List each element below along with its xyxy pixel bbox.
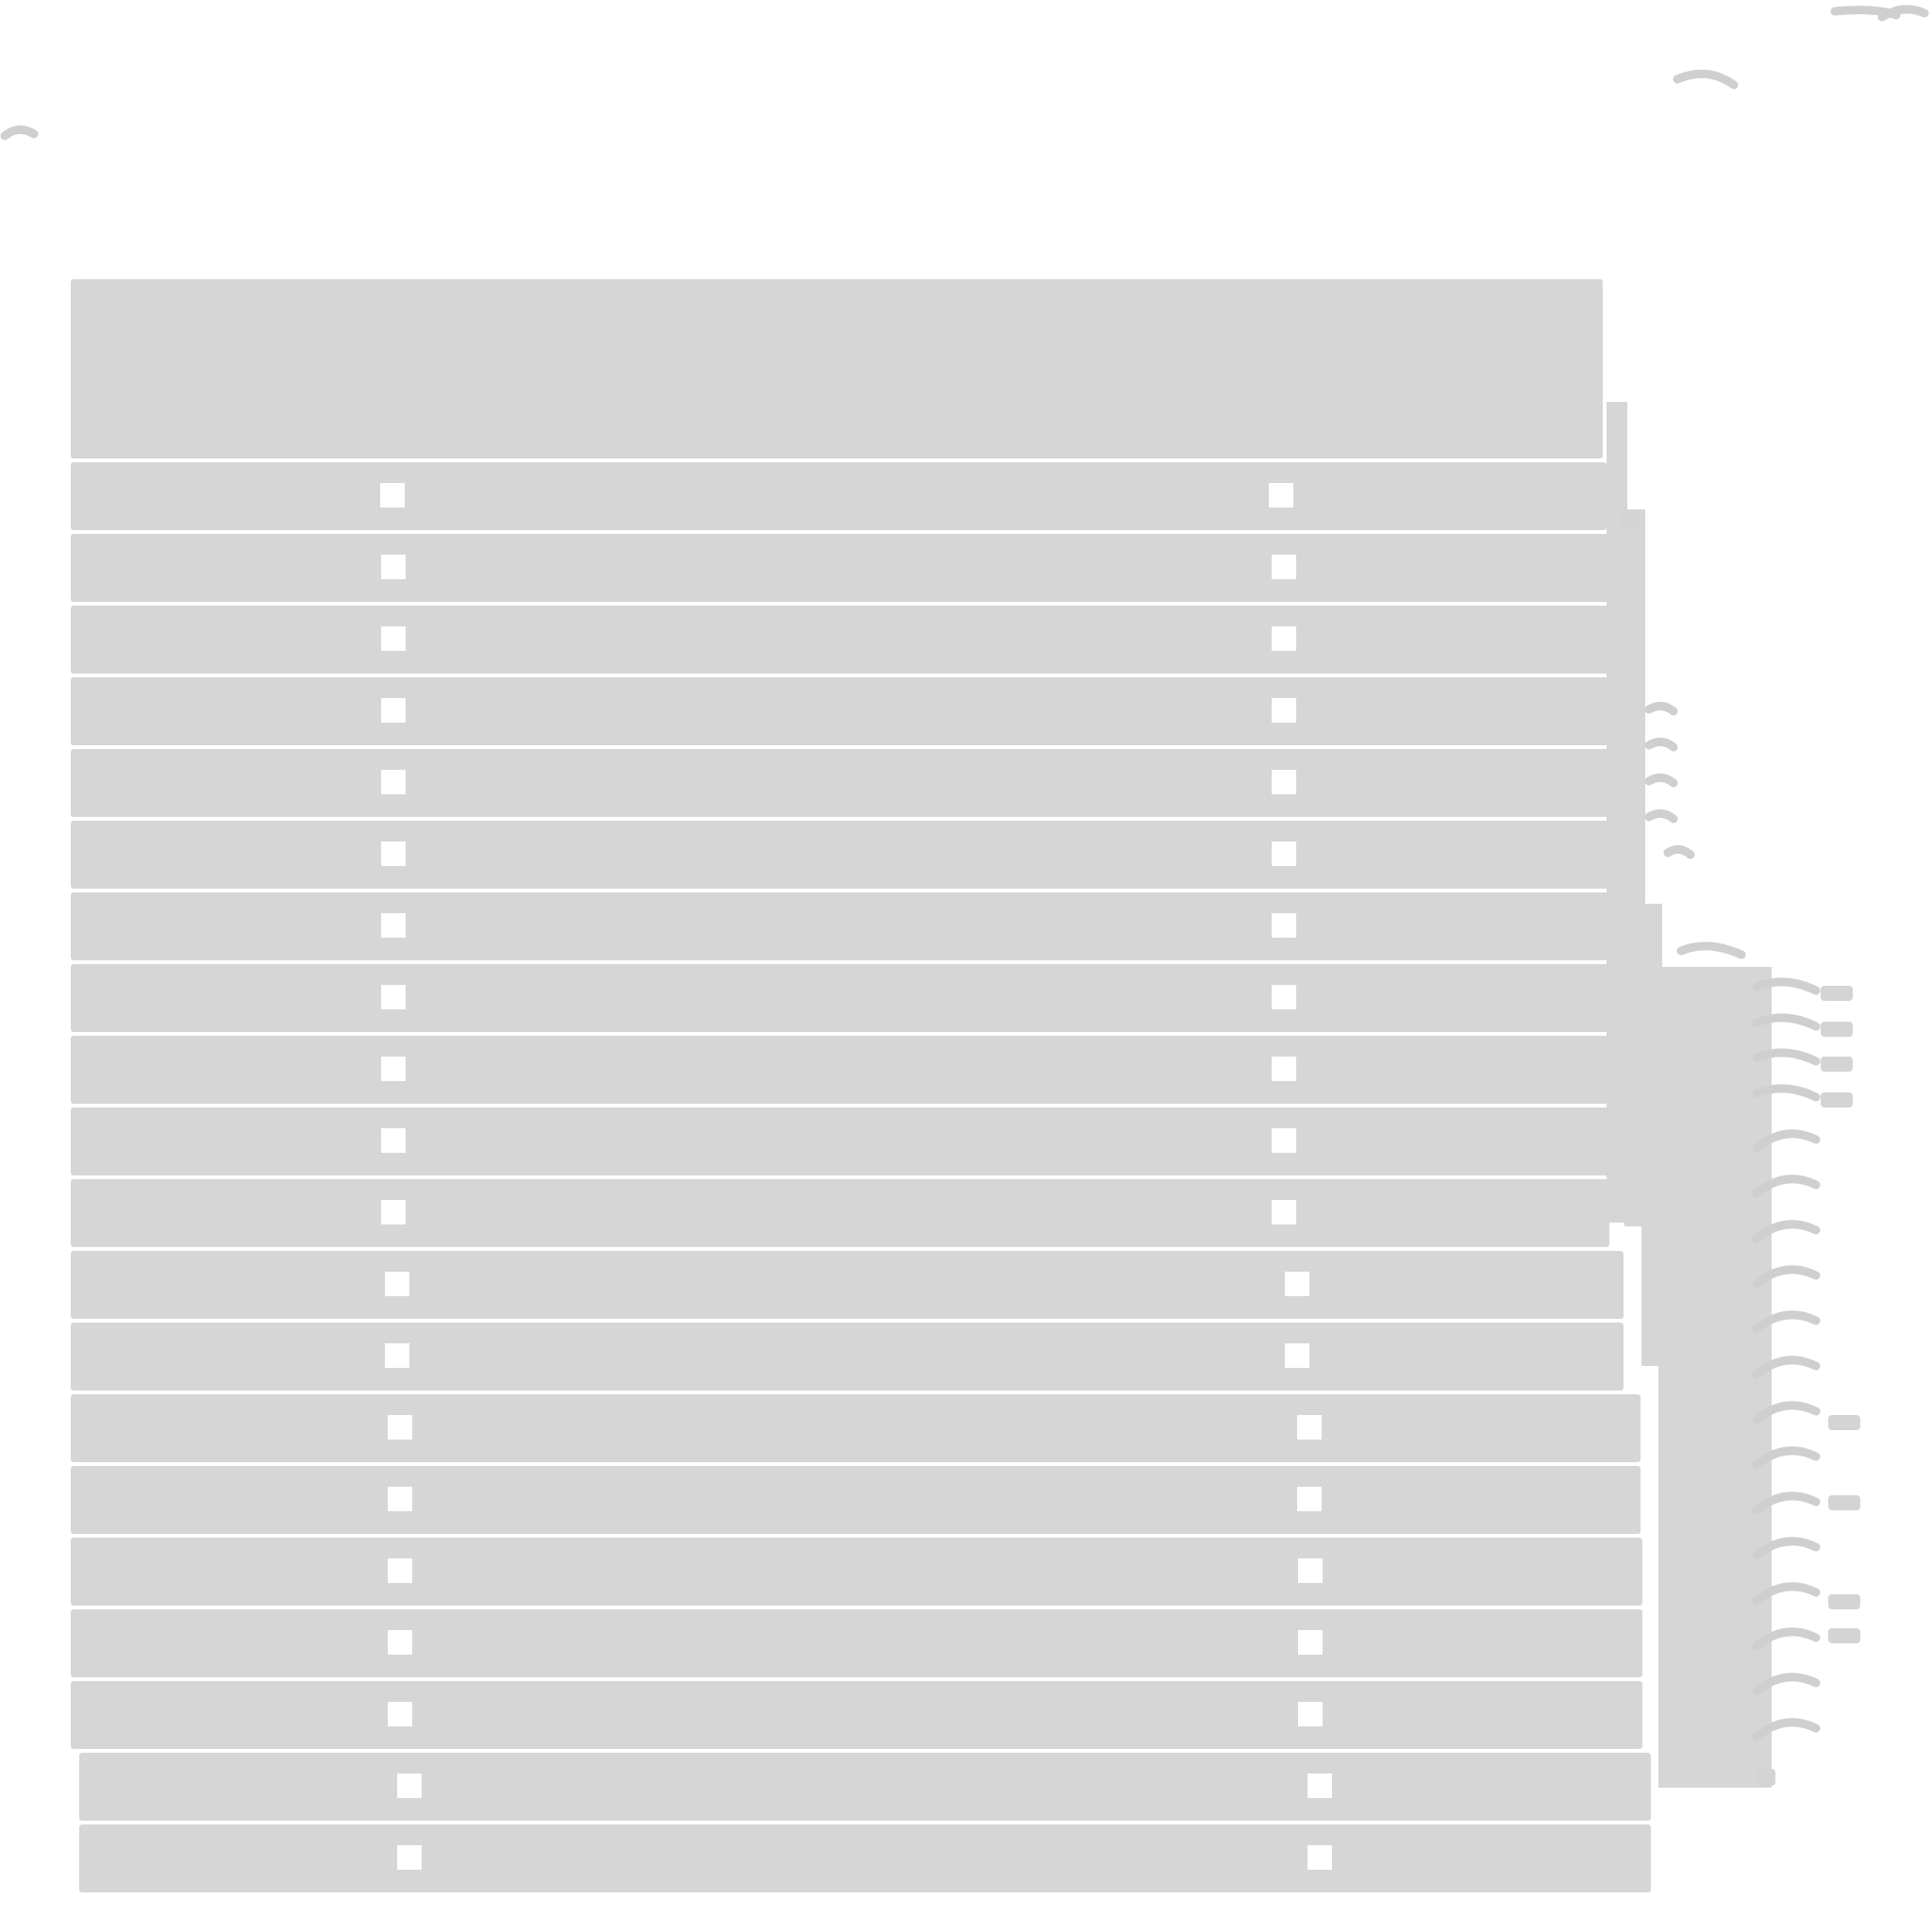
slat <box>71 892 1609 960</box>
slat <box>71 534 1609 602</box>
slat-hole-left <box>388 1630 412 1655</box>
slat-hole-right <box>1272 913 1296 938</box>
slat-hole-left <box>388 1558 412 1583</box>
slat-hole-left <box>381 985 406 1009</box>
slat-hole-right <box>1272 770 1296 794</box>
slat-hole-left <box>381 770 406 794</box>
side-tab <box>1828 1594 1860 1609</box>
slat <box>71 1466 1641 1534</box>
slat <box>71 1108 1609 1175</box>
side-tab <box>1821 1022 1853 1037</box>
side-tab <box>1621 509 1640 528</box>
slat <box>71 462 1607 530</box>
slat-hole-right <box>1298 1558 1323 1583</box>
slat-hole-right <box>1272 841 1296 866</box>
slat-hole-left <box>381 698 406 723</box>
slat <box>71 1394 1641 1462</box>
slat <box>71 606 1609 674</box>
header-rail <box>71 279 1603 458</box>
slat-hole-right <box>1272 1057 1296 1081</box>
side-strip <box>1751 967 1772 1788</box>
side-tab <box>1828 1495 1860 1510</box>
side-strip <box>1624 509 1645 1226</box>
slat-hole-left <box>397 1774 422 1798</box>
slat-hole-left <box>381 841 406 866</box>
side-tab <box>1757 1769 1775 1786</box>
slat-hole-right <box>1307 1774 1332 1798</box>
dash-mark <box>1830 6 1901 20</box>
dash-mark <box>1644 774 1678 788</box>
dash-mark <box>1663 845 1695 859</box>
slat <box>71 1251 1624 1319</box>
slat <box>71 821 1609 889</box>
slat-hole-left <box>385 1343 409 1368</box>
side-strip <box>1641 904 1662 1366</box>
side-tab <box>1828 1628 1860 1643</box>
slat-hole-right <box>1272 985 1296 1009</box>
slat-hole-right <box>1307 1845 1332 1870</box>
slat-hole-left <box>388 1702 412 1726</box>
slat-hole-right <box>1272 698 1296 723</box>
slat-hole-left <box>381 1057 406 1081</box>
dash-mark <box>1644 738 1678 752</box>
slat-hole-left <box>381 913 406 938</box>
dash-mark <box>1644 809 1678 824</box>
side-tab <box>1828 1415 1860 1430</box>
slat <box>71 1609 1642 1677</box>
slat <box>71 964 1609 1032</box>
slat-hole-left <box>388 1415 412 1440</box>
slat-hole-left <box>381 626 406 651</box>
slat <box>71 1036 1609 1104</box>
slat <box>71 1179 1609 1247</box>
slat-hole-left <box>381 1200 406 1224</box>
slat <box>71 749 1609 817</box>
slat-hole-left <box>385 1272 409 1296</box>
dash-mark <box>1644 702 1678 716</box>
side-tab <box>1821 986 1853 1001</box>
slat <box>79 1753 1651 1821</box>
slat <box>71 677 1609 745</box>
slat-hole-right <box>1269 483 1293 508</box>
dash-mark <box>1877 5 1929 22</box>
side-strip <box>1607 402 1627 1223</box>
slat <box>71 1681 1642 1749</box>
dash-mark <box>1673 69 1739 90</box>
slat <box>79 1824 1651 1892</box>
side-tab <box>1821 1057 1853 1072</box>
side-strip <box>1658 967 1753 1788</box>
dash-mark <box>1676 941 1746 959</box>
slat-hole-right <box>1298 1630 1323 1655</box>
slat-hole-left <box>381 1128 406 1153</box>
slat-hole-left <box>397 1845 422 1870</box>
slat-hole-right <box>1272 626 1296 651</box>
slat-hole-right <box>1272 555 1296 579</box>
side-tab <box>1821 1092 1853 1108</box>
slat-hole-right <box>1285 1343 1309 1368</box>
slat <box>71 1323 1624 1391</box>
slat-hole-left <box>381 555 406 579</box>
slat-hole-left <box>380 483 405 508</box>
slat-hole-right <box>1272 1128 1296 1153</box>
slat <box>71 1538 1642 1606</box>
slat-hole-right <box>1297 1487 1322 1511</box>
slat-hole-right <box>1272 1200 1296 1224</box>
slat-hole-left <box>388 1487 412 1511</box>
slat-hole-right <box>1298 1702 1323 1726</box>
slat-hole-right <box>1297 1415 1322 1440</box>
slat-hole-right <box>1285 1272 1309 1296</box>
dash-mark <box>0 125 39 141</box>
